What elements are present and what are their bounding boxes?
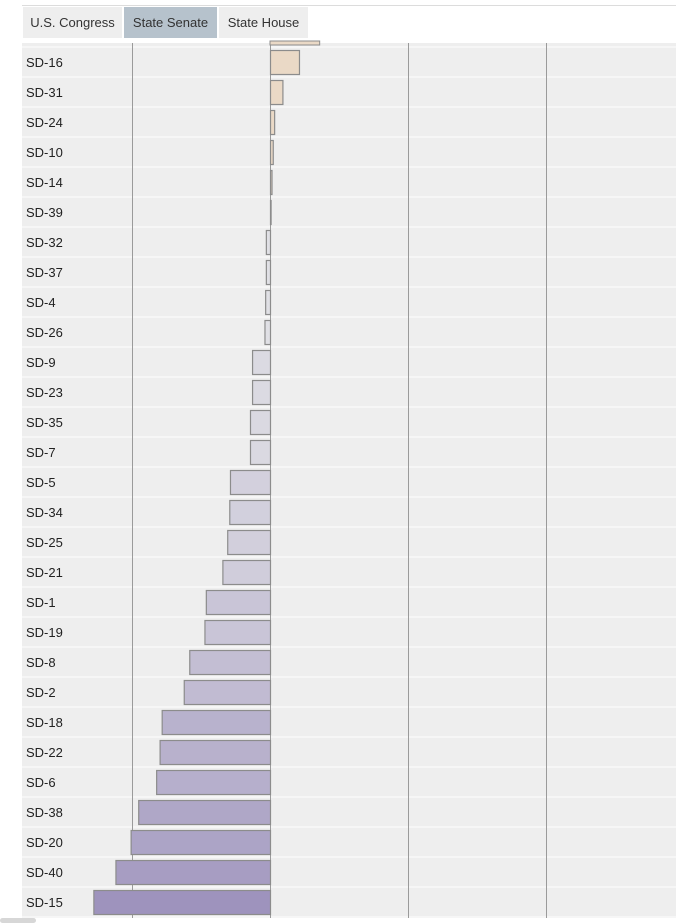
category-label: SD-18 bbox=[26, 715, 63, 730]
category-label: SD-8 bbox=[26, 655, 56, 670]
bar-sd-7 bbox=[249, 439, 272, 466]
bar-sd-10 bbox=[269, 139, 274, 166]
bar-sd-14 bbox=[269, 169, 273, 196]
bar-sd-20 bbox=[130, 829, 272, 856]
chart-background bbox=[22, 43, 676, 918]
bar-sd-15 bbox=[93, 889, 272, 916]
category-label: SD-2 bbox=[26, 685, 56, 700]
bar-sd-32 bbox=[265, 229, 272, 256]
category-label: SD-14 bbox=[26, 175, 63, 190]
category-label: SD-34 bbox=[26, 505, 63, 520]
bar-sd-37 bbox=[265, 259, 272, 286]
bar-sd-34 bbox=[229, 499, 272, 526]
bar-sd-23 bbox=[251, 379, 272, 406]
bar-sd-1 bbox=[205, 589, 272, 616]
district-type-tabs: U.S. Congress State Senate State House bbox=[22, 5, 676, 44]
category-label: SD-6 bbox=[26, 775, 56, 790]
tab-us-congress[interactable]: U.S. Congress bbox=[23, 7, 122, 38]
bar-sd-31 bbox=[269, 79, 284, 106]
bar-sd-26 bbox=[264, 319, 272, 346]
category-label: SD-22 bbox=[26, 745, 63, 760]
category-label: SD-39 bbox=[26, 205, 63, 220]
category-label: SD-7 bbox=[26, 445, 56, 460]
category-label: SD-26 bbox=[26, 325, 63, 340]
category-label: SD-24 bbox=[26, 115, 63, 130]
category-label: SD-35 bbox=[26, 415, 63, 430]
category-label: SD-40 bbox=[26, 865, 63, 880]
category-label: SD-4 bbox=[26, 295, 56, 310]
bar-sd-22 bbox=[159, 739, 272, 766]
horizontal-scrollbar[interactable] bbox=[0, 918, 36, 923]
category-label: SD-25 bbox=[26, 535, 63, 550]
category-label: SD-10 bbox=[26, 145, 63, 160]
bar-sd-19 bbox=[204, 619, 272, 646]
category-label: SD-20 bbox=[26, 835, 63, 850]
bar-sd-24 bbox=[269, 109, 276, 136]
bar-sd-9 bbox=[251, 349, 272, 376]
bar-sd-6 bbox=[156, 769, 272, 796]
category-label: SD-16 bbox=[26, 55, 63, 70]
bar-sd-18 bbox=[161, 709, 272, 736]
category-label: SD-21 bbox=[26, 565, 63, 580]
bar-sd-21 bbox=[222, 559, 272, 586]
bar-sd-5 bbox=[229, 469, 272, 496]
bar-sd-16 bbox=[269, 49, 301, 76]
bar-sd-40 bbox=[115, 859, 272, 886]
category-label: SD-5 bbox=[26, 475, 56, 490]
category-label: SD-38 bbox=[26, 805, 63, 820]
category-label: SD-1 bbox=[26, 595, 56, 610]
bar-sd-2 bbox=[183, 679, 272, 706]
category-label: SD-23 bbox=[26, 385, 63, 400]
category-label: SD-31 bbox=[26, 85, 63, 100]
category-label: SD-37 bbox=[26, 265, 63, 280]
category-label: SD-19 bbox=[26, 625, 63, 640]
bar-sd-8 bbox=[189, 649, 272, 676]
partial-bar bbox=[269, 40, 321, 46]
tab-state-house[interactable]: State House bbox=[219, 7, 308, 38]
category-label: SD-32 bbox=[26, 235, 63, 250]
category-label: SD-9 bbox=[26, 355, 56, 370]
tab-state-senate[interactable]: State Senate bbox=[124, 7, 217, 38]
bar-sd-25 bbox=[227, 529, 272, 556]
bar-sd-39 bbox=[269, 199, 272, 226]
bar-sd-4 bbox=[265, 289, 272, 316]
category-label: SD-15 bbox=[26, 895, 63, 910]
bar-sd-35 bbox=[249, 409, 272, 436]
bar-sd-38 bbox=[138, 799, 272, 826]
